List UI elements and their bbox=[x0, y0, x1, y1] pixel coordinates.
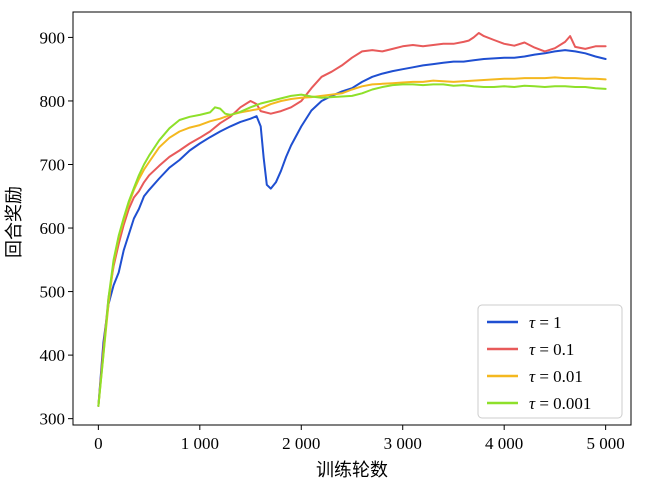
x-tick-label: 5 000 bbox=[587, 434, 625, 453]
x-tick-label: 3 000 bbox=[384, 434, 422, 453]
legend-box bbox=[477, 304, 623, 419]
x-tick-label: 1 000 bbox=[181, 434, 219, 453]
series-line-3 bbox=[97, 76, 607, 407]
plot-frame bbox=[72, 11, 632, 426]
y-tick-label: 800 bbox=[40, 92, 66, 111]
series-lines bbox=[97, 32, 607, 407]
y-axis-title: 回合奖励 bbox=[4, 186, 25, 258]
legend-label-1: τ = 1 bbox=[529, 313, 562, 332]
y-tick-label: 600 bbox=[40, 219, 66, 238]
y-axis: 300 400 500 600 700 800 900 bbox=[40, 28, 73, 429]
x-tick-label: 2 000 bbox=[282, 434, 320, 453]
x-axis: 0 1 000 2 000 3 000 4 000 5 000 bbox=[94, 425, 625, 453]
y-tick-label: 500 bbox=[40, 283, 66, 302]
y-tick-label: 900 bbox=[40, 28, 66, 47]
legend-label-2: τ = 0.1 bbox=[529, 340, 574, 359]
series-line-2 bbox=[97, 32, 607, 407]
legend-label-3: τ = 0.01 bbox=[529, 367, 583, 386]
y-tick-label: 300 bbox=[40, 410, 66, 429]
x-tick-label: 4 000 bbox=[485, 434, 523, 453]
legend: τ = 1 τ = 0.1 τ = 0.01 τ = 0.001 bbox=[477, 304, 623, 419]
x-axis-title: 训练轮数 bbox=[316, 460, 388, 481]
series-line-1 bbox=[97, 49, 607, 407]
y-tick-label: 400 bbox=[40, 346, 66, 365]
legend-label-4: τ = 0.001 bbox=[529, 394, 591, 413]
series-line-4 bbox=[97, 83, 607, 407]
x-tick-label: 0 bbox=[94, 434, 103, 453]
y-tick-label: 700 bbox=[40, 155, 66, 174]
